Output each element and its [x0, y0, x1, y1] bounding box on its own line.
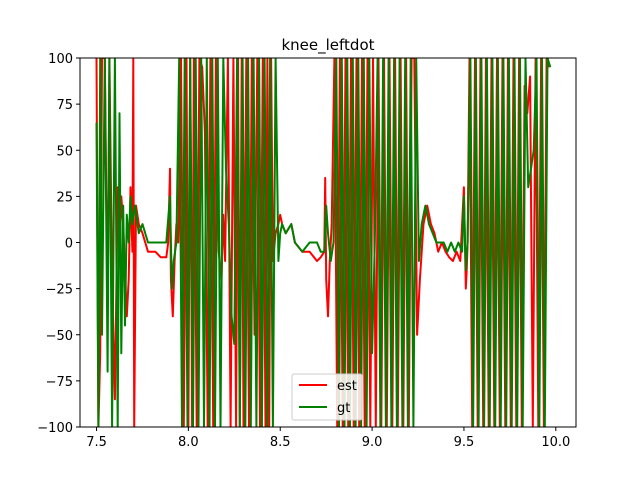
y-tick-label: 25 — [56, 190, 73, 205]
x-tick-label: 9.5 — [454, 435, 475, 450]
legend-label-gt: gt — [337, 401, 350, 416]
chart-title: knee_leftdot — [281, 36, 374, 55]
x-tick-label: 7.5 — [86, 435, 107, 450]
x-tick-label: 8.0 — [178, 435, 199, 450]
y-tick-label: −100 — [37, 421, 73, 436]
y-tick-label: −25 — [46, 283, 73, 298]
y-tick-label: 100 — [48, 52, 73, 67]
legend: est gt — [291, 373, 363, 421]
y-tick-label: 0 — [65, 237, 73, 252]
x-tick-label: 10.0 — [541, 435, 570, 450]
y-tick-label: 75 — [56, 98, 73, 113]
legend-label-est: est — [337, 379, 357, 394]
y-tick-label: −75 — [46, 375, 73, 390]
y-tick-label: 50 — [56, 144, 73, 159]
x-tick-label: 9.0 — [362, 435, 383, 450]
series-line-gt — [95, 58, 552, 427]
y-tick-label: −50 — [46, 329, 73, 344]
x-tick-label: 8.5 — [270, 435, 291, 450]
